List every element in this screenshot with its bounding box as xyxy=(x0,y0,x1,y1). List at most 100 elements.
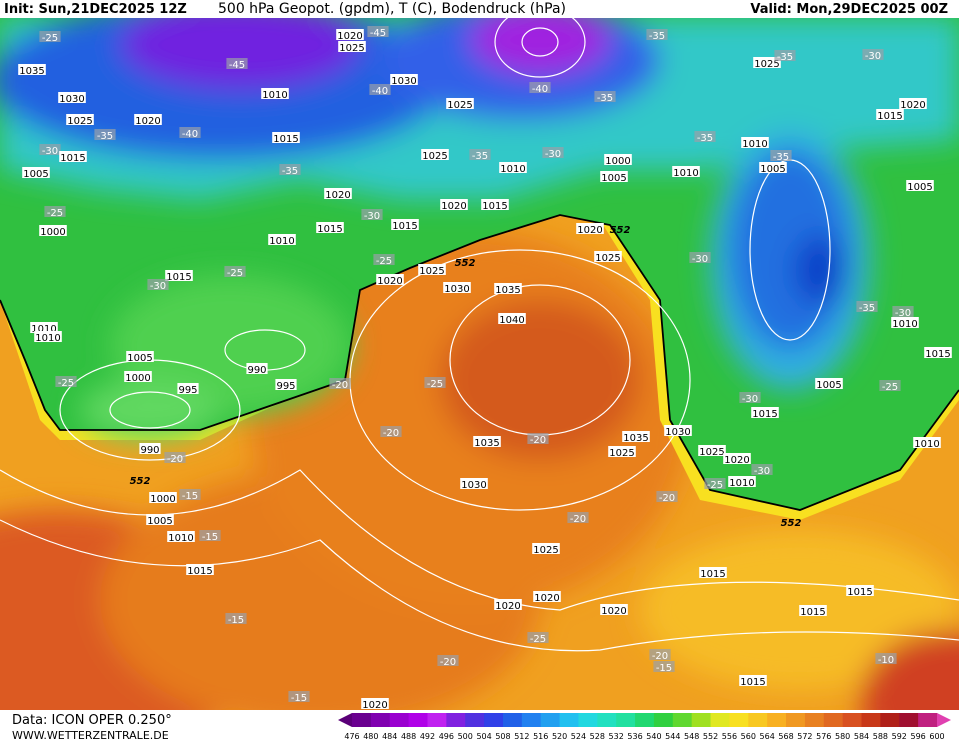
pressure-label: 1010 xyxy=(31,324,56,335)
field xyxy=(795,235,845,305)
temperature-label: -45 xyxy=(370,28,386,39)
legend-swatch xyxy=(616,713,636,727)
legend-label: 504 xyxy=(476,732,491,741)
temperature-label: -20 xyxy=(652,651,668,662)
legend-swatch xyxy=(672,713,693,727)
legend-swatch xyxy=(786,713,806,727)
label-box xyxy=(899,98,927,109)
label-box xyxy=(146,514,174,525)
temperature-label: -25 xyxy=(42,33,58,44)
geopotential-label: 552 xyxy=(781,518,802,529)
pressure-label: 1010 xyxy=(269,236,294,247)
label-box xyxy=(316,222,344,233)
label-box xyxy=(179,489,201,500)
label-box xyxy=(288,691,310,702)
temperature-label: -35 xyxy=(773,152,789,163)
legend-label: 476 xyxy=(344,732,359,741)
label-box xyxy=(529,82,551,93)
label-box xyxy=(58,92,86,103)
label-box xyxy=(473,436,501,447)
legend-swatch xyxy=(899,713,919,727)
label-box xyxy=(225,613,247,624)
temperature-label: -20 xyxy=(659,493,675,504)
temperature-label: -35 xyxy=(777,52,793,63)
temperature-label: -40 xyxy=(532,84,548,95)
pressure-label: 1015 xyxy=(317,224,342,235)
website: WWW.WETTERZENTRALE.DE xyxy=(12,729,169,741)
label-box xyxy=(279,164,301,175)
pressure-label: 1015 xyxy=(482,201,507,212)
pressure-label: 1025 xyxy=(609,448,634,459)
label-box xyxy=(527,632,549,643)
legend-label: 576 xyxy=(816,732,831,741)
temperature-label: -25 xyxy=(376,256,392,267)
pressure-label: 1010 xyxy=(673,168,698,179)
label-box xyxy=(594,91,616,102)
contour-552 xyxy=(0,214,959,511)
pressure-label: 1005 xyxy=(127,353,152,364)
pressure-label: 1035 xyxy=(623,433,648,444)
legend-label: 508 xyxy=(495,732,510,741)
label-box xyxy=(723,453,751,464)
label-box xyxy=(134,114,162,125)
label-box xyxy=(698,445,726,456)
label-box xyxy=(856,301,878,312)
label-box xyxy=(149,492,177,503)
label-box xyxy=(879,380,901,391)
label-box xyxy=(600,604,628,615)
label-box xyxy=(261,88,289,99)
legend-swatch xyxy=(710,713,730,727)
label-box xyxy=(167,531,195,542)
pressure-label: 1005 xyxy=(23,169,48,180)
temperature-label: -40 xyxy=(182,129,198,140)
legend-label: 480 xyxy=(363,732,378,741)
label-box xyxy=(30,322,58,333)
label-box xyxy=(380,426,402,437)
pressure-label: 1015 xyxy=(60,153,85,164)
legend-label: 596 xyxy=(910,732,925,741)
pressure-label: 1015 xyxy=(752,409,777,420)
cold-fields xyxy=(0,18,959,440)
legend-swatch xyxy=(502,713,523,727)
pressure-label: 1015 xyxy=(166,272,191,283)
pressure-label: 1020 xyxy=(441,201,466,212)
label-box xyxy=(275,379,297,390)
legend-swatch xyxy=(446,713,466,727)
pressure-label: 1020 xyxy=(495,601,520,612)
legend-label: 540 xyxy=(646,732,661,741)
label-box xyxy=(542,147,564,158)
label-box xyxy=(913,437,941,448)
label-box xyxy=(799,605,827,616)
legend-swatch xyxy=(559,713,579,727)
temperature-label: -30 xyxy=(42,146,58,157)
temperature-label: -25 xyxy=(882,382,898,393)
legend-swatch xyxy=(861,713,881,727)
temperature-label: -45 xyxy=(229,60,245,71)
temperature-label: -30 xyxy=(895,308,911,319)
temperature-label: -15 xyxy=(182,491,198,502)
temperature-label: -35 xyxy=(649,31,665,42)
label-box xyxy=(694,131,716,142)
pressure-label: 1005 xyxy=(147,516,172,527)
temperature-label: -20 xyxy=(332,380,348,391)
label-box xyxy=(443,282,471,293)
legend-swatch xyxy=(540,713,561,727)
label-box xyxy=(44,206,66,217)
field xyxy=(120,18,360,90)
pressure-label: 1000 xyxy=(125,373,150,384)
legend-swatch xyxy=(842,713,863,727)
pressure-label: 995 xyxy=(178,385,197,396)
label-box xyxy=(367,26,389,37)
legend-label: 568 xyxy=(778,732,793,741)
pressure-label: 1020 xyxy=(362,700,387,711)
legend-label: 560 xyxy=(741,732,756,741)
legend-label: 484 xyxy=(382,732,397,741)
legend-label: 492 xyxy=(420,732,435,741)
legend-label: 496 xyxy=(439,732,454,741)
label-box xyxy=(728,476,756,487)
label-box xyxy=(689,252,711,263)
pressure-label: 1010 xyxy=(500,164,525,175)
label-box xyxy=(499,162,527,173)
